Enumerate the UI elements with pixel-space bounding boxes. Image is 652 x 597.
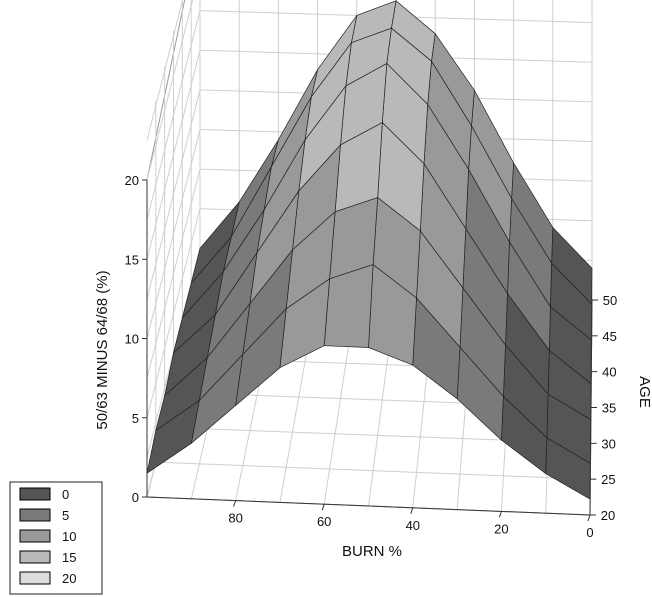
x-tick-mark: [321, 504, 325, 511]
x-tick-mark: [587, 514, 591, 522]
x-tick-mark: [410, 507, 414, 514]
x-tick-label: 60: [317, 514, 331, 529]
legend-label-2: 10: [62, 529, 76, 544]
grid-line: [155, 461, 591, 480]
legend-label-1: 5: [62, 508, 69, 523]
x-axis-line: [146, 496, 591, 516]
legend-label-0: 0: [62, 487, 69, 502]
tick-labels: 0 20 40 60 80 20 25 30 35 40 45 50 0 5 10 15 20: [125, 173, 618, 540]
z-tick-label: 10: [125, 332, 139, 347]
x-tick-label: 20: [494, 521, 508, 536]
z-axis-title: 50/63 MINUS 64/68 (%): [94, 270, 111, 429]
y-tick-label: 45: [602, 329, 616, 344]
y-tick-label: 30: [601, 436, 615, 451]
x-tick-label: 0: [586, 525, 593, 540]
x-tick-mark: [233, 500, 237, 507]
legend-swatch-3: [19, 550, 51, 564]
y-tick-label: 25: [601, 472, 615, 487]
x-tick-label: 80: [228, 511, 242, 526]
z-tick-label: 5: [132, 411, 139, 426]
y-tick-label: 20: [601, 508, 615, 523]
x-tick-label: 40: [406, 518, 420, 533]
x-tick-mark: [498, 511, 502, 518]
legend-label-4: 20: [62, 571, 76, 586]
legend-swatch-2: [19, 529, 51, 543]
legend-swatch-0: [19, 487, 51, 501]
surface: [146, 0, 593, 500]
legend-swatch-1: [19, 508, 51, 522]
y-tick-label: 35: [602, 401, 616, 416]
y-tick-label: 40: [602, 365, 616, 380]
surface-patch: [146, 399, 200, 474]
z-tick-label: 0: [132, 490, 139, 505]
x-axis-title: BURN %: [342, 543, 402, 560]
z-tick-label: 15: [125, 252, 139, 267]
y-tick-label: 50: [603, 293, 617, 308]
legend-swatch-4: [19, 571, 51, 585]
y-axis-title: AGE: [636, 376, 652, 408]
legend-label-3: 15: [62, 550, 76, 565]
legend: 0 5 10 15 20: [9, 481, 103, 595]
z-tick-label: 20: [125, 173, 139, 188]
